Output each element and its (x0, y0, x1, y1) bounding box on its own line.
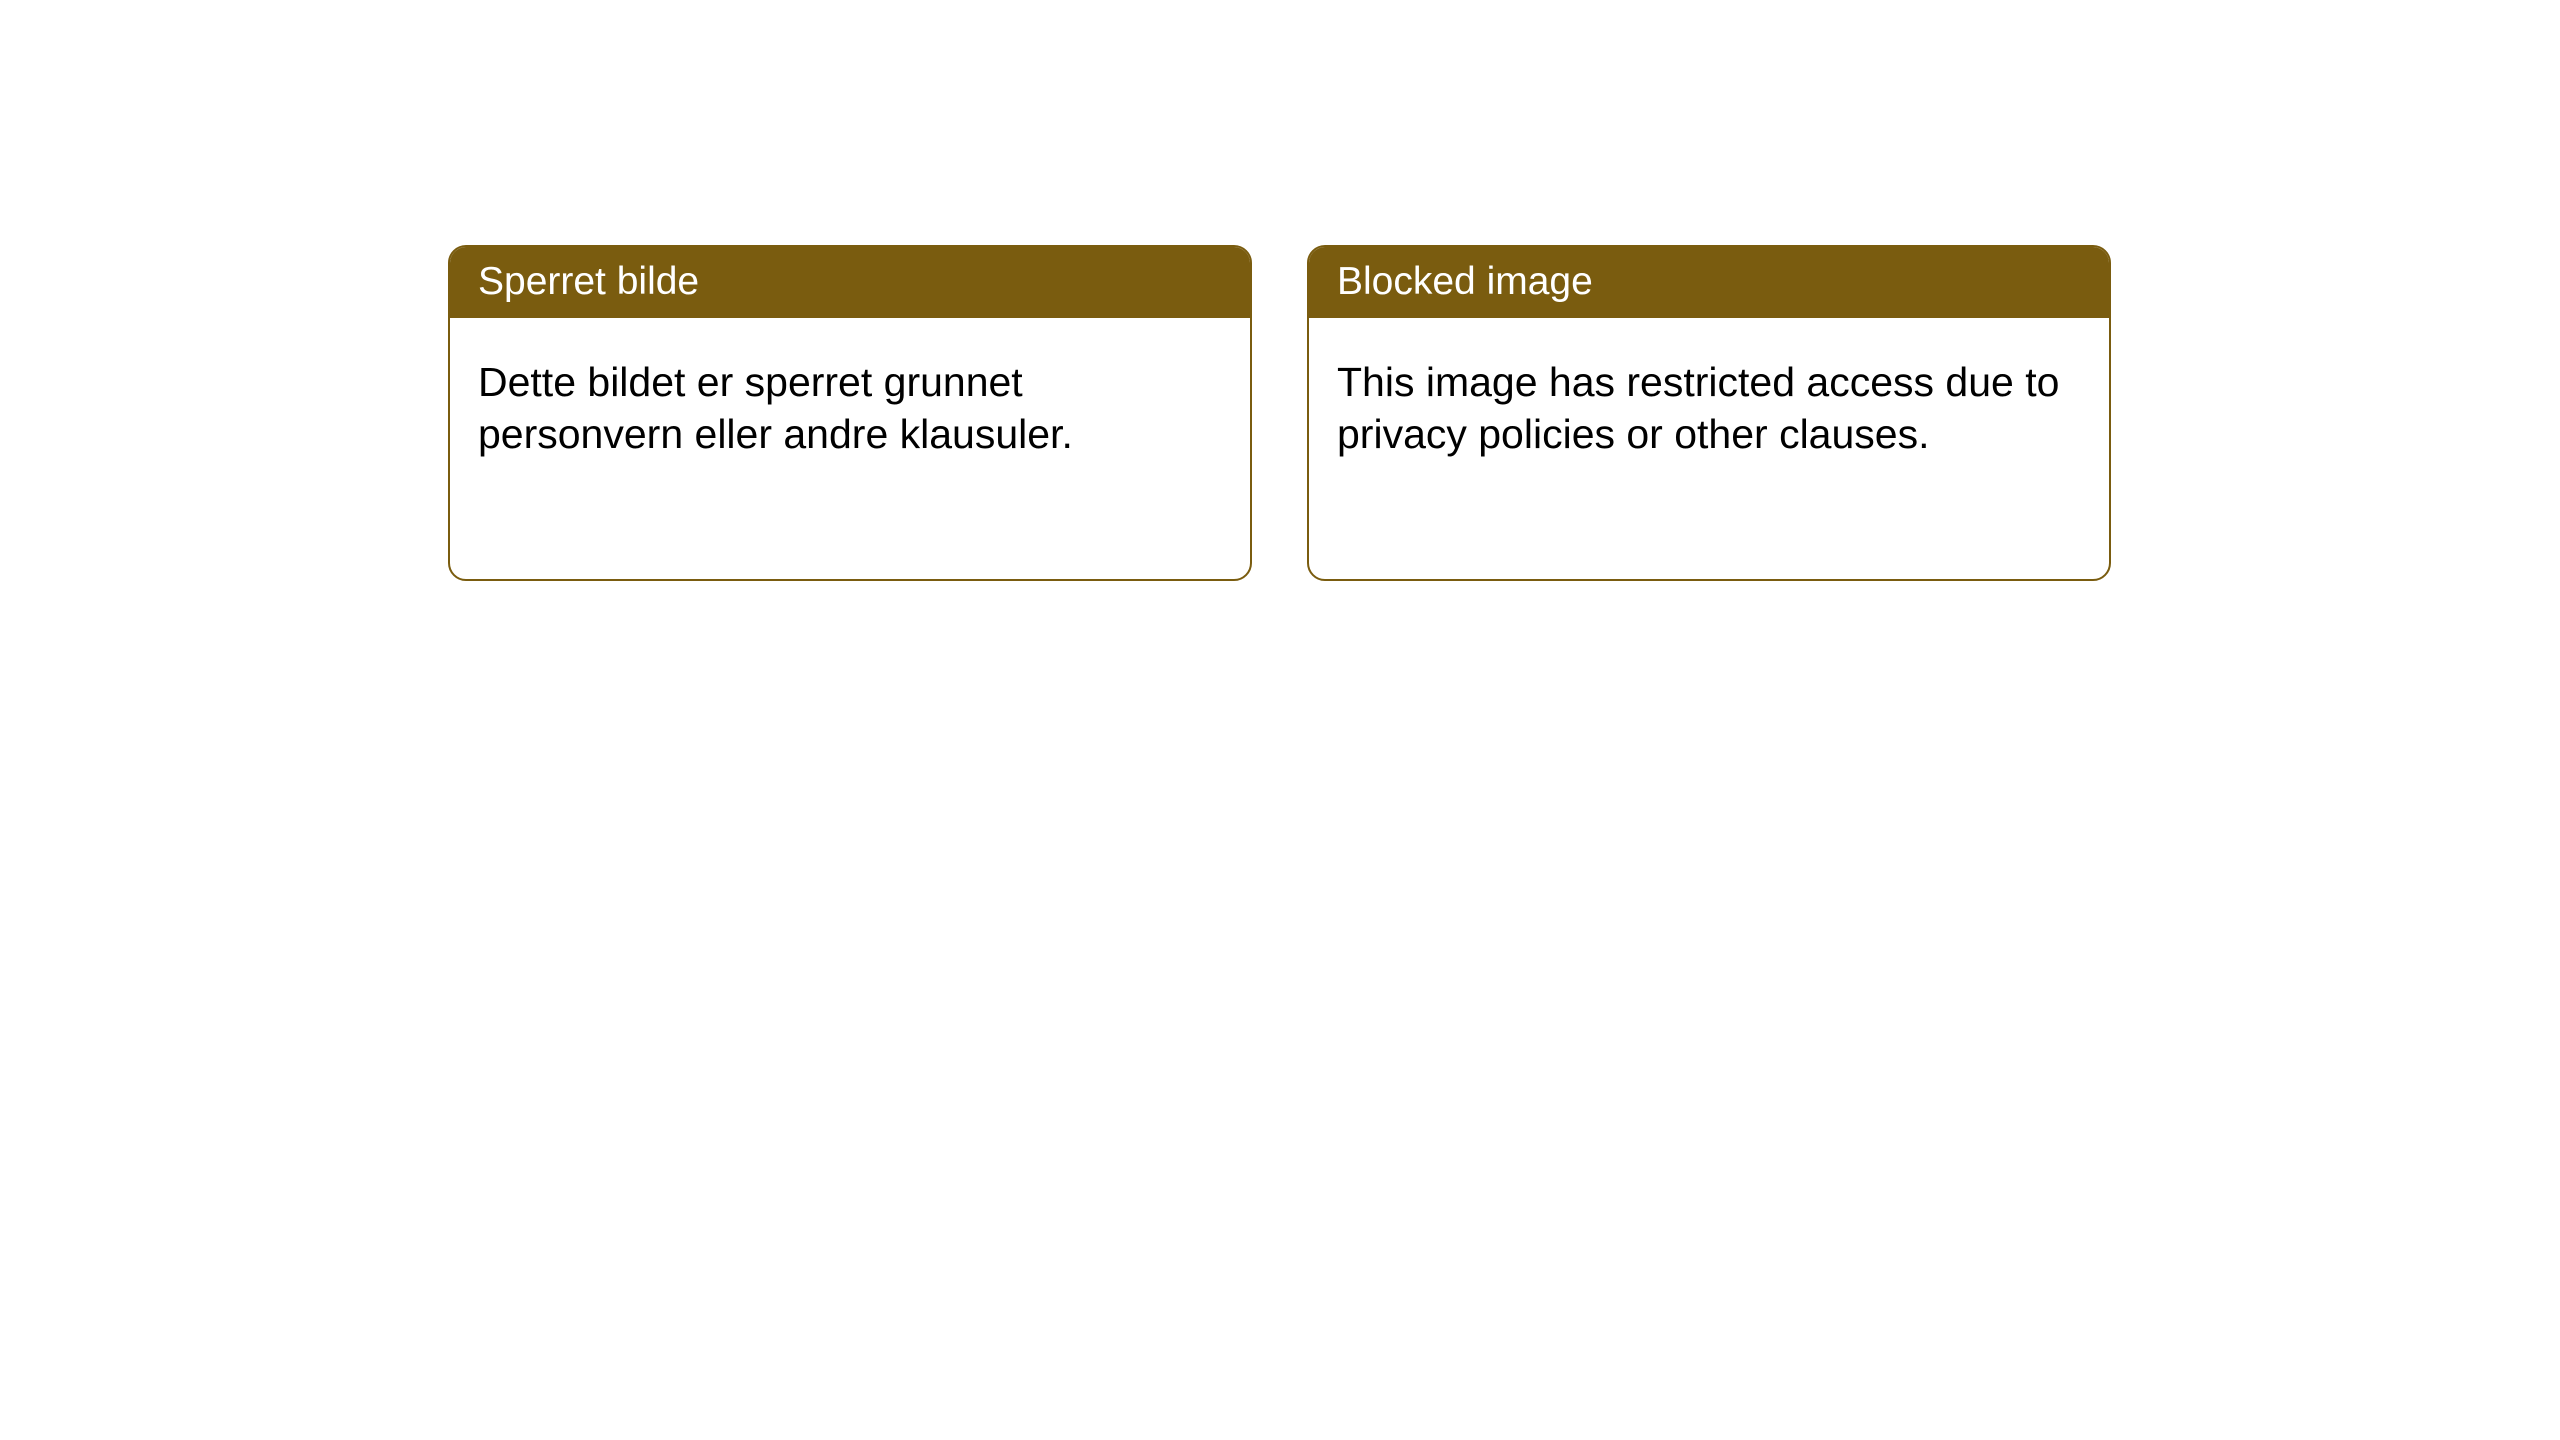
card-title: Sperret bilde (478, 260, 699, 303)
notice-card-english: Blocked image This image has restricted … (1307, 245, 2111, 581)
card-body: Dette bildet er sperret grunnet personve… (450, 318, 1250, 499)
card-body-text: This image has restricted access due to … (1337, 359, 2059, 457)
card-title: Blocked image (1337, 260, 1593, 303)
card-body-text: Dette bildet er sperret grunnet personve… (478, 359, 1073, 457)
card-header: Blocked image (1309, 247, 2109, 318)
notice-card-row: Sperret bilde Dette bildet er sperret gr… (0, 0, 2560, 581)
card-body: This image has restricted access due to … (1309, 318, 2109, 499)
card-header: Sperret bilde (450, 247, 1250, 318)
notice-card-norwegian: Sperret bilde Dette bildet er sperret gr… (448, 245, 1252, 581)
